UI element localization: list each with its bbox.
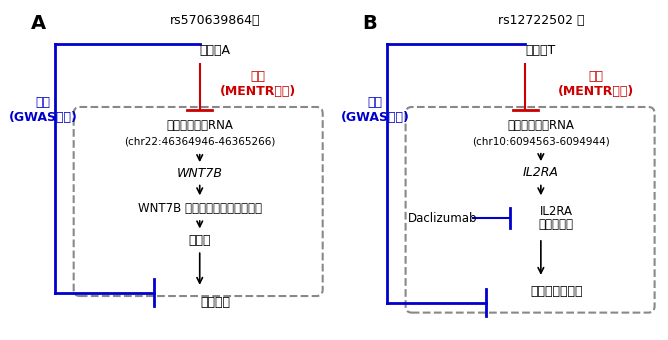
Text: 骨形成: 骨形成 bbox=[188, 234, 211, 247]
Text: IL2RA: IL2RA bbox=[523, 166, 559, 179]
Text: WNT7B: WNT7B bbox=[177, 167, 222, 180]
Text: Daclizumab: Daclizumab bbox=[407, 211, 477, 225]
Text: 減少
(GWASより): 減少 (GWASより) bbox=[9, 96, 77, 124]
Text: アレルT: アレルT bbox=[526, 44, 556, 57]
Text: (chr22:46364946-46365266): (chr22:46364946-46365266) bbox=[124, 137, 275, 147]
Text: 踵骨密度: 踵骨密度 bbox=[200, 296, 230, 309]
Text: WNT7B タンパク質（リガンド）: WNT7B タンパク質（リガンド） bbox=[138, 202, 262, 215]
Text: エンハンサーRNA: エンハンサーRNA bbox=[508, 119, 574, 132]
Text: rs12722502 の: rs12722502 の bbox=[498, 14, 584, 27]
Text: rs570639864の: rs570639864の bbox=[170, 14, 261, 27]
Text: 減少
(GWASより): 減少 (GWASより) bbox=[341, 96, 409, 124]
Text: A: A bbox=[31, 14, 46, 33]
Text: 減少
(MENTR予測): 減少 (MENTR予測) bbox=[220, 70, 297, 98]
Text: B: B bbox=[363, 14, 377, 33]
Text: 減少
(MENTR予測): 減少 (MENTR予測) bbox=[558, 70, 635, 98]
Text: タンパク質: タンパク質 bbox=[538, 218, 574, 231]
Text: アレルA: アレルA bbox=[200, 44, 230, 57]
Text: エンハンサーRNA: エンハンサーRNA bbox=[166, 119, 233, 132]
Text: (chr10:6094563-6094944): (chr10:6094563-6094944) bbox=[472, 137, 610, 147]
Text: IL2RA: IL2RA bbox=[540, 205, 572, 218]
Text: 喘息発症リスク: 喘息発症リスク bbox=[530, 285, 582, 298]
